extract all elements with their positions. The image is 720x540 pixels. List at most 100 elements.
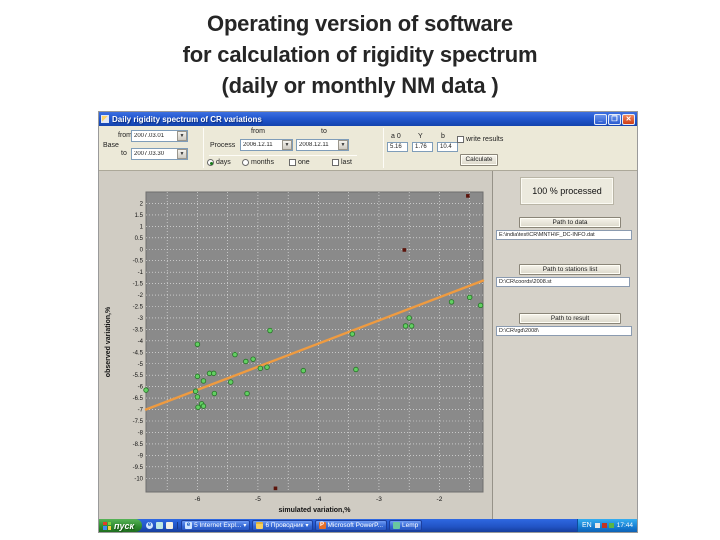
scatter-point (192, 388, 199, 394)
task-dropdown-icon[interactable]: ▾ (305, 523, 309, 529)
calculate-button[interactable]: Calculate (460, 154, 498, 166)
x-tick-label: -6 (195, 496, 201, 503)
gamma-field[interactable]: 1.76 (412, 142, 433, 152)
trend-line (144, 279, 485, 411)
x-axis-label: simulated variation,% (279, 507, 352, 514)
y-tick-label: -2 (138, 293, 144, 299)
base-to-combobox[interactable]: 2007.03.30 ▼ (131, 148, 188, 160)
base-from-combobox[interactable]: 2007.03.01 ▼ (131, 130, 188, 142)
path-to-data-button[interactable]: Path to data (519, 217, 621, 228)
scatter-point (211, 390, 218, 397)
y-tick-label: -8.5 (133, 442, 144, 448)
dropdown-arrow-icon[interactable]: ▼ (177, 131, 187, 141)
taskbar-task-powerpoint[interactable]: P Microsoft PowerP... (314, 520, 388, 531)
path-to-data-field[interactable]: E:\india\test\CR\MNTH\F_DC-INFO.dat (496, 230, 632, 240)
y-tick-label: -3 (138, 316, 144, 322)
start-button[interactable]: пуск (99, 519, 143, 532)
a0-field[interactable]: 5.16 (387, 142, 408, 152)
y-tick-label: -9.5 (133, 465, 144, 471)
scatter-point (232, 351, 238, 358)
system-tray: EN 17:44 (576, 519, 637, 532)
close-button[interactable]: ✕ (622, 113, 635, 125)
ie-quicklaunch-icon[interactable]: e (146, 522, 154, 529)
y-tick-label: -7.5 (133, 419, 144, 425)
show-quicklaunch-icon[interactable] (156, 522, 164, 529)
y-tick-label: -5.5 (133, 373, 144, 379)
task-label: Microsoft PowerP... (327, 522, 384, 529)
x-tick-label: -5 (255, 496, 261, 503)
b-label: b (441, 133, 445, 140)
process-to-label: to (321, 128, 327, 135)
main-area: 2 1.5 1 0.5 0 -0.5 -1 -1.5 -2 -2.5 -3 -3.5 -4 -4.5 -5 -… (99, 171, 637, 519)
checkbox-last[interactable]: last (332, 159, 352, 166)
path-to-result-field[interactable]: D:\CR\rgd\2008\ (496, 326, 632, 336)
tray-status-icon[interactable] (608, 523, 614, 528)
tray-icons (594, 523, 614, 528)
tray-status-icon[interactable] (594, 523, 600, 528)
ie-icon: e (185, 522, 193, 529)
scatter-point (200, 378, 207, 384)
tray-status-icon[interactable] (601, 523, 607, 528)
outlier-point (273, 486, 278, 491)
x-tick-label: -3 (376, 496, 382, 503)
y-tick-label: 1.5 (135, 213, 144, 219)
path-to-result-button[interactable]: Path to result (519, 313, 621, 324)
gamma-label: Y (418, 133, 423, 140)
radio-months[interactable]: months (242, 159, 274, 166)
process-to-combobox[interactable]: 2008.12.11 ▼ (296, 139, 349, 151)
taskbar-task-folder[interactable]: 6 Проводник ▾ (252, 520, 313, 531)
scatter-point (408, 323, 415, 329)
window-title: Daily rigidity spectrum of CR variations (112, 114, 262, 124)
slide-title: Operating version of software for calcul… (0, 8, 720, 101)
task-label: 5 Internet Expl... (194, 522, 242, 529)
task-label: Lemp (402, 522, 419, 529)
y-tick-label: 0.5 (135, 236, 144, 242)
y-tick-label: -9 (138, 453, 144, 459)
app-icon (393, 522, 401, 529)
checkbox-icon (457, 136, 464, 143)
y-tick-label: -10 (134, 476, 143, 482)
scatter-point (267, 327, 273, 334)
outlier-point (402, 248, 407, 252)
window-titlebar[interactable]: Daily rigidity spectrum of CR variations… (99, 112, 637, 126)
x-tick-label: -4 (316, 496, 322, 503)
process-from-label: from (251, 128, 265, 135)
base-from-label: from (118, 132, 132, 139)
task-label: 6 Проводник (265, 522, 304, 529)
taskbar-task-app[interactable]: Lemp (389, 520, 423, 531)
scatter-point (250, 356, 256, 362)
checkbox-one[interactable]: one (289, 159, 310, 166)
slide-title-line-2: for calculation of rigidity spectrum (182, 42, 538, 67)
rigidity-scatter-chart: 2 1.5 1 0.5 0 -0.5 -1 -1.5 -2 -2.5 -3 -3.5 -4 -4.5 -5 -… (105, 191, 485, 514)
language-indicator[interactable]: EN (581, 522, 592, 529)
mail-quicklaunch-icon[interactable] (166, 522, 174, 529)
scatter-point (200, 403, 207, 409)
quick-launch: e (142, 522, 179, 529)
y-tick-label: -0.5 (133, 259, 144, 265)
radio-days[interactable]: days (207, 159, 231, 166)
restore-button[interactable]: ❐ (608, 113, 621, 125)
task-dropdown-icon[interactable]: ▾ (243, 523, 247, 529)
path-to-stations-button[interactable]: Path to stations list (519, 264, 621, 275)
b-field[interactable]: 10.4 (437, 142, 458, 152)
dropdown-arrow-icon[interactable]: ▼ (338, 140, 348, 150)
process-from-combobox[interactable]: 2006.12.11 ▼ (240, 139, 293, 151)
slide-title-line-1: Operating version of software (207, 11, 513, 36)
dropdown-arrow-icon[interactable]: ▼ (177, 149, 187, 159)
y-tick-label: 1 (140, 224, 144, 230)
y-tick-label: -6.5 (133, 396, 144, 402)
checkbox-write-results[interactable]: write results (457, 136, 503, 143)
dropdown-arrow-icon[interactable]: ▼ (282, 140, 292, 150)
y-tick-label: -8 (138, 430, 144, 436)
control-panel: Base from 2007.03.01 ▼ to 2007.03.30 ▼ f… (99, 126, 637, 171)
scatter-point (143, 387, 149, 393)
checkbox-icon (332, 159, 339, 166)
y-tick-label: -6 (138, 385, 144, 391)
app-icon (101, 115, 109, 123)
y-tick-label: -7 (138, 408, 144, 414)
path-to-stations-field[interactable]: D:\CR\coords\2008.st (496, 277, 630, 287)
minimize-button[interactable]: _ (594, 113, 607, 125)
